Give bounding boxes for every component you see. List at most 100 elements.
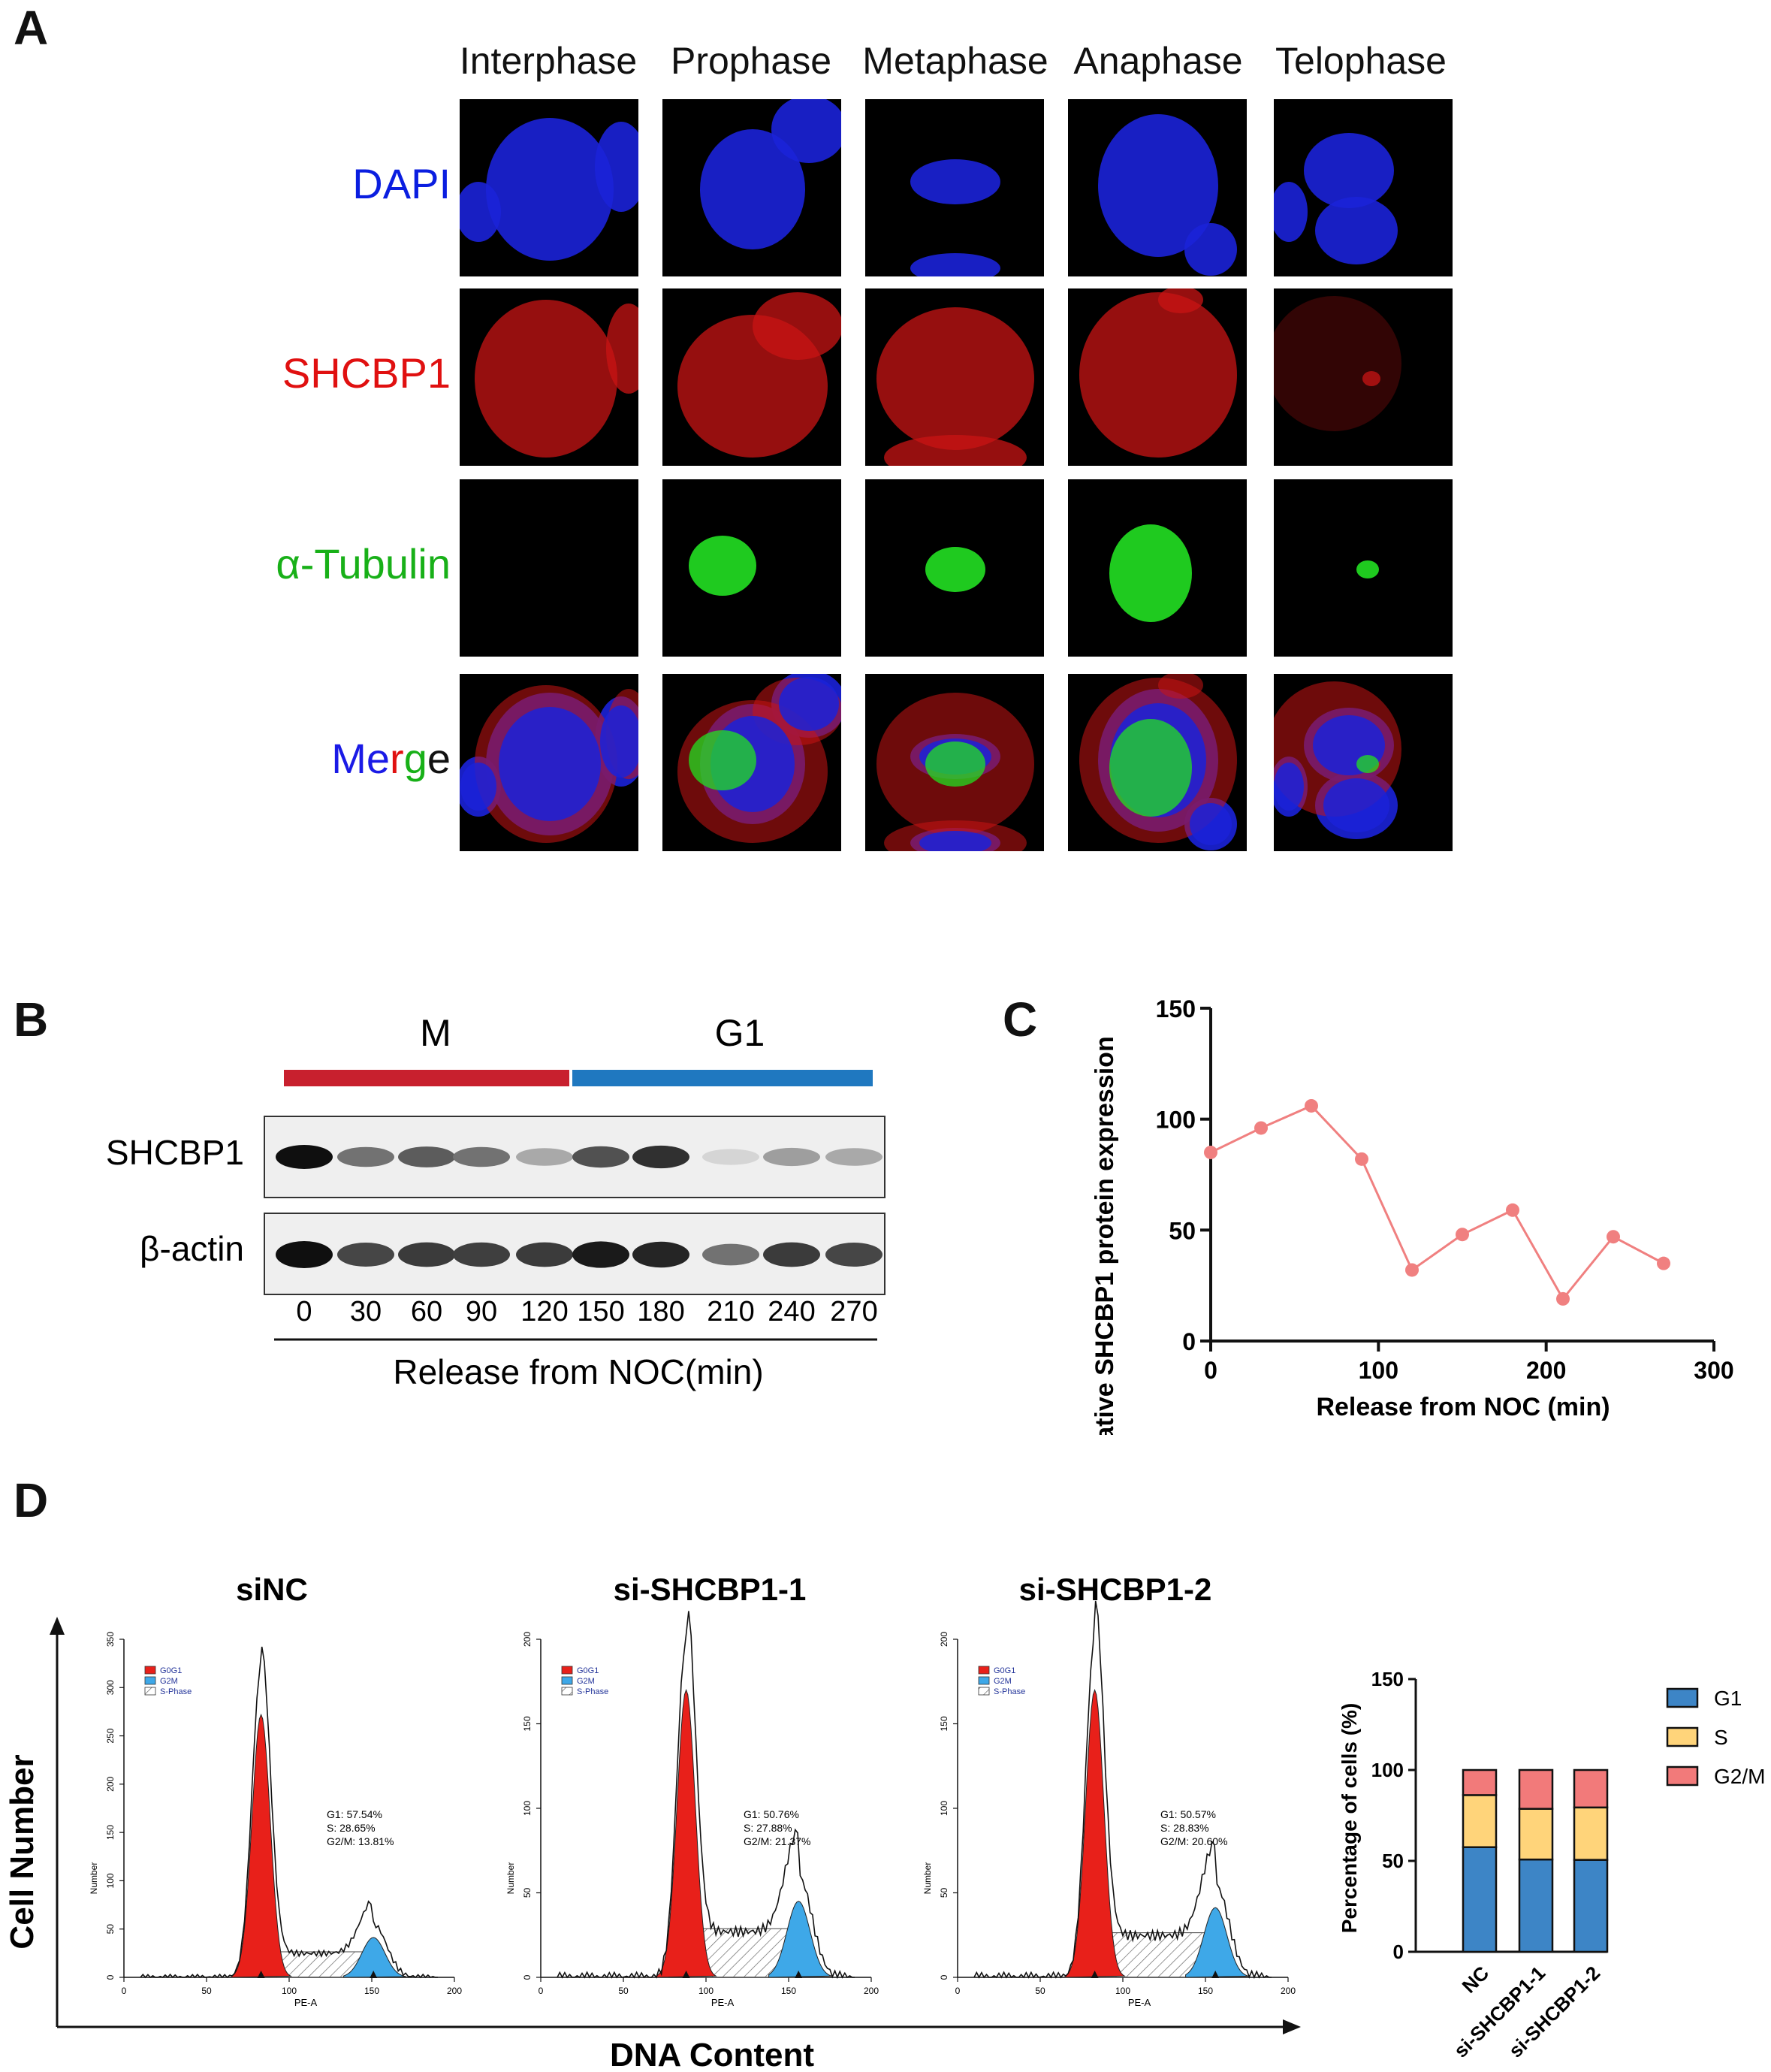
expression-line-chart: Relative SHCBP1 protein expression Relea… xyxy=(1091,995,1734,1435)
chart-c-point xyxy=(1305,1098,1318,1113)
timepoint-label: 180 xyxy=(637,1296,684,1327)
timepoint-label: 30 xyxy=(350,1296,382,1327)
hist-stat: G2/M: 21.37% xyxy=(744,1835,811,1847)
stack-ytick-label: 100 xyxy=(1371,1759,1404,1781)
chart-c-xtick-label: 0 xyxy=(1204,1357,1217,1384)
stack-category-label: NC xyxy=(1457,1962,1493,1998)
shcbp1-band xyxy=(276,1145,333,1169)
merge-letter: r xyxy=(390,735,404,782)
micrograph-3-1 xyxy=(662,674,841,851)
hist-legend-swatch xyxy=(561,1687,573,1696)
timepoint-label: 0 xyxy=(296,1296,312,1327)
histogram-title: siNC xyxy=(236,1572,308,1607)
hist-xtick-label: 0 xyxy=(955,1986,961,1996)
actin-band xyxy=(398,1242,455,1267)
hist-legend-label: G0G1 xyxy=(577,1666,599,1675)
chart-c-xtick-label: 200 xyxy=(1526,1357,1566,1384)
timepoint-label: 270 xyxy=(830,1296,877,1327)
stack-legend-swatch xyxy=(1666,1765,1699,1787)
hist-ytick-label: 100 xyxy=(939,1801,949,1816)
hist-xtick-label: 200 xyxy=(864,1986,879,1996)
hist-legend-swatch xyxy=(978,1676,990,1685)
panel-c-letter: C xyxy=(1003,992,1038,1047)
stack-legend-label: G1 xyxy=(1714,1687,1742,1710)
hist-ytick-label: 50 xyxy=(522,1888,533,1898)
hist-legend-swatch xyxy=(978,1666,990,1675)
hist-legend-swatch xyxy=(561,1676,573,1685)
hist-xtick-label: 200 xyxy=(447,1986,462,1996)
g0g1-peak xyxy=(656,1688,717,1978)
micrograph-3-4 xyxy=(1274,674,1453,851)
timepoint-label: 90 xyxy=(466,1296,497,1327)
stack-bar-g2m xyxy=(1462,1768,1498,1796)
micrograph-3-3 xyxy=(1068,674,1247,851)
cell-cycle-figure: Cell Number DNA Content siNC 0 50 100 150 200… xyxy=(4,1572,1765,2072)
actin-band xyxy=(516,1242,573,1267)
stack-bar-s xyxy=(1573,1806,1609,1861)
blot-bands xyxy=(276,1145,882,1268)
chart-c-xtick-label: 100 xyxy=(1359,1357,1398,1384)
micrograph-2-1 xyxy=(662,479,841,657)
chart-c-point xyxy=(1657,1256,1670,1270)
stack-ytick-label: 150 xyxy=(1371,1668,1404,1690)
group-g1-label: G1 xyxy=(715,1012,765,1054)
hist-ytick-label: 350 xyxy=(105,1632,116,1647)
hist-legend-label: G2M xyxy=(577,1677,595,1686)
micrograph-1-0 xyxy=(460,288,638,466)
shcbp1-band xyxy=(702,1149,759,1165)
group-m-label: M xyxy=(420,1012,451,1054)
hist-xlabel: PE-A xyxy=(1128,1997,1151,2008)
merge-letter: g xyxy=(403,735,427,782)
row-label-1: SHCBP1 xyxy=(282,349,451,397)
group-g1-bar xyxy=(572,1070,873,1086)
timepoint-label: 150 xyxy=(577,1296,624,1327)
row-label-3: Merge xyxy=(225,734,451,783)
cell-number-axis-arrow-icon xyxy=(50,1617,65,1635)
stack-legend-label: G2/M xyxy=(1714,1765,1765,1788)
hist-legend-label: G0G1 xyxy=(994,1666,1015,1675)
histogram-title: si-SHCBP1-2 xyxy=(1019,1572,1212,1607)
stack-bar-g2m xyxy=(1573,1768,1609,1809)
hist-ytick-label: 100 xyxy=(522,1801,533,1816)
chart-c-point xyxy=(1456,1228,1469,1242)
hist-envelope xyxy=(973,1600,1272,1980)
hist-legend-label: G0G1 xyxy=(160,1666,182,1675)
row-label-0: DAPI xyxy=(352,160,451,207)
actin-band xyxy=(276,1241,333,1268)
hist-xtick-label: 100 xyxy=(698,1986,714,1996)
hist-stat: G1: 57.54% xyxy=(327,1808,382,1820)
stack-ylabel: Percentage of cells (%) xyxy=(1338,1703,1361,1934)
hist-envelope xyxy=(557,1611,855,1980)
actin-band xyxy=(453,1242,510,1267)
chart-c-ytick-label: 50 xyxy=(1169,1217,1196,1244)
actin-band xyxy=(702,1243,759,1266)
s-phase-area xyxy=(1094,1932,1216,1978)
cell-number-axis-label: Cell Number xyxy=(4,1754,41,1949)
hist-ytick-label: 50 xyxy=(939,1888,949,1898)
g2-marker-icon xyxy=(795,1971,803,1978)
g0g1-peak xyxy=(231,1713,292,1978)
hist-stat: S: 27.88% xyxy=(744,1822,792,1834)
dna-content-axis-arrow-icon xyxy=(1283,2019,1301,2034)
merge-letter: e xyxy=(427,735,451,782)
hist-legend-label: G2M xyxy=(994,1677,1012,1686)
hist-legend-swatch xyxy=(144,1666,156,1675)
chart-c-point xyxy=(1254,1121,1268,1135)
hist-ytick-label: 100 xyxy=(105,1873,116,1888)
timepoint-label: 240 xyxy=(768,1296,815,1327)
hist-xtick-label: 200 xyxy=(1281,1986,1296,1996)
hist-legend-label: G2M xyxy=(160,1677,178,1686)
stack-legend-swatch xyxy=(1666,1687,1699,1708)
micrograph-0-1 xyxy=(662,99,841,276)
hist-xtick-label: 150 xyxy=(364,1986,379,1996)
hist-envelope xyxy=(140,1646,439,1979)
micrograph-2-4 xyxy=(1274,479,1453,657)
hist-legend-swatch xyxy=(978,1687,990,1696)
micrograph-2-0 xyxy=(460,479,638,657)
stack-bar-g2m xyxy=(1518,1768,1554,1810)
chart-c-point xyxy=(1405,1263,1419,1277)
shcbp1-band xyxy=(453,1146,510,1167)
hist-ylabel: Number xyxy=(922,1862,933,1895)
shcbp1-band xyxy=(516,1148,573,1166)
timepoint-label: 60 xyxy=(411,1296,442,1327)
